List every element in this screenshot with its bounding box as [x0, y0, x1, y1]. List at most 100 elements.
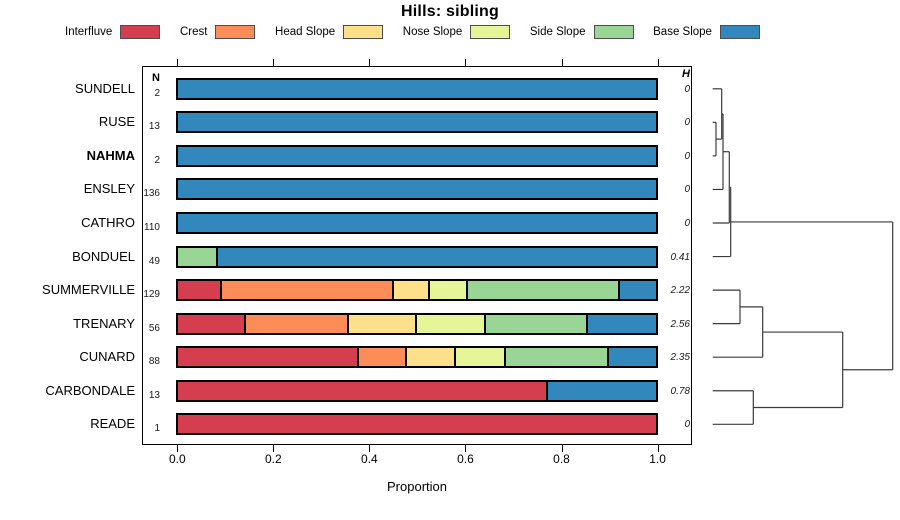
h-value: 0 — [684, 150, 690, 162]
stacked-bar — [176, 346, 658, 369]
row-label-ruse: RUSE — [98, 114, 135, 130]
stacked-bar — [176, 212, 658, 234]
n-value: 2 — [154, 87, 160, 99]
legend-item-label: Head Slope — [275, 26, 336, 38]
stacked-bar — [176, 77, 658, 100]
x-axis-tick — [177, 445, 179, 452]
stacked-bar — [176, 312, 658, 335]
legend-swatch-interfluve — [120, 25, 161, 39]
legend-item: Interfluve — [65, 25, 161, 39]
legend-item: Nose Slope — [402, 25, 511, 39]
bar-segment-base-slope — [606, 348, 656, 367]
x-axis-tick — [369, 445, 371, 452]
bar-segment-head-slope — [346, 314, 416, 333]
n-value: 13 — [148, 121, 160, 133]
x-axis-tick-label: 0.4 — [361, 452, 378, 466]
x-axis-tick — [657, 445, 659, 452]
legend-item: Base Slope — [653, 25, 760, 39]
x-axis-tick — [561, 445, 563, 452]
x-axis-tick — [561, 59, 563, 66]
bar-segment-head-slope — [404, 348, 455, 367]
h-value: 2.22 — [670, 285, 690, 297]
n-value: 56 — [148, 322, 160, 334]
legend-item-label: Side Slope — [529, 26, 586, 38]
bar-segment-crest — [356, 348, 405, 367]
n-column-header: N — [152, 72, 160, 84]
bar-segment-base-slope — [178, 180, 656, 199]
bar-segment-nose-slope — [454, 348, 504, 367]
h-value: 0 — [684, 117, 690, 129]
bar-segment-side-slope — [503, 348, 607, 367]
n-value: 110 — [144, 222, 160, 233]
n-value: 13 — [148, 389, 160, 401]
bar-segment-interfluve — [178, 415, 656, 434]
legend-swatch-head-slope — [343, 25, 384, 39]
n-value: 1 — [154, 423, 160, 435]
legend-swatch-crest — [215, 25, 256, 39]
row-label-cunard: CUNARD — [79, 349, 135, 365]
x-axis-tick-label: 1.0 — [649, 452, 666, 466]
stacked-bar — [176, 111, 658, 134]
bar-segment-head-slope — [391, 281, 429, 300]
h-value: 0 — [684, 419, 690, 431]
x-axis-tick — [273, 59, 275, 66]
h-value: 0.78 — [670, 385, 690, 397]
row-label-nahma: NAHMA — [86, 147, 135, 163]
n-value: 49 — [148, 255, 160, 267]
h-value: 0 — [684, 218, 690, 229]
bar-segment-nose-slope — [428, 281, 466, 300]
legend-item-label: Crest — [179, 26, 208, 38]
bar-segment-nose-slope — [415, 314, 484, 333]
stacked-bar — [176, 279, 658, 302]
x-axis-tick-label: 0.2 — [265, 452, 282, 466]
bar-segment-interfluve — [178, 348, 357, 367]
bar-segment-base-slope — [178, 113, 656, 132]
n-value: 88 — [148, 356, 160, 368]
row-label-cathro: CATHRO — [81, 215, 135, 230]
x-axis-tick-label: 0.8 — [553, 452, 570, 466]
bar-segment-side-slope — [483, 314, 587, 333]
row-label-summerville: SUMMERVILLE — [42, 282, 135, 298]
plot-box — [142, 66, 692, 445]
bar-segment-side-slope — [465, 281, 619, 300]
legend-item-label: Base Slope — [653, 26, 712, 38]
legend-item-label: Interfluve — [65, 26, 113, 38]
bar-segment-base-slope — [216, 247, 656, 266]
bar-segment-base-slope — [178, 146, 656, 165]
bar-segment-crest — [244, 314, 347, 333]
stacked-bar — [176, 379, 658, 402]
stacked-bar — [176, 144, 658, 167]
row-label-reade: READE — [90, 416, 135, 432]
legend-item: Crest — [179, 25, 256, 39]
h-value: 0 — [684, 83, 690, 95]
h-value: 0.41 — [670, 251, 690, 263]
row-label-ensley: ENSLEY — [83, 181, 135, 197]
x-axis-tick — [177, 59, 179, 66]
legend-item: Head Slope — [275, 25, 384, 39]
x-axis-tick — [657, 59, 659, 66]
bar-segment-base-slope — [178, 79, 656, 98]
legend-swatch-side-slope — [593, 25, 634, 39]
x-axis-tick — [273, 445, 275, 452]
row-label-sundell: SUNDELL — [75, 80, 135, 96]
legend-swatch-nose-slope — [470, 25, 511, 39]
bar-segment-interfluve — [178, 281, 220, 300]
x-axis-title: Proportion — [387, 479, 447, 494]
legend-item-label: Nose Slope — [402, 26, 463, 38]
bar-segment-base-slope — [618, 281, 656, 300]
bar-segment-interfluve — [178, 314, 245, 333]
stacked-bar — [176, 245, 658, 268]
bar-segment-side-slope — [178, 247, 217, 266]
bar-segment-base-slope — [178, 214, 656, 232]
row-label-bonduel: BONDUEL — [72, 248, 135, 264]
h-column-header: H — [682, 68, 690, 80]
h-value: 0 — [684, 184, 690, 196]
legend-swatch-base-slope — [719, 25, 760, 39]
n-value: 129 — [143, 289, 160, 301]
legend: Interfluve Crest Head Slope Nose Slope Side … — [65, 25, 760, 39]
x-axis-tick-label: 0.0 — [168, 452, 186, 466]
x-axis-tick — [369, 59, 371, 66]
x-axis-tick — [465, 445, 467, 452]
stacked-bar — [176, 413, 658, 436]
